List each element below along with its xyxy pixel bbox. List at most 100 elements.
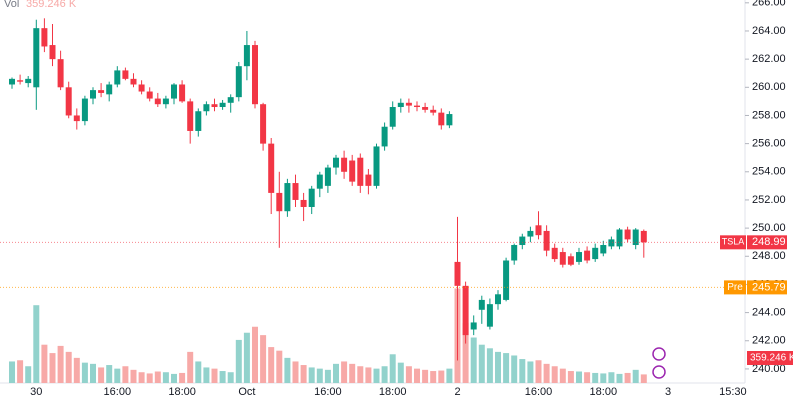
candle-body <box>65 87 72 116</box>
volume-bar <box>195 361 202 383</box>
volume-bar <box>81 362 88 383</box>
premarket-name: Pre <box>727 282 743 293</box>
candle-body <box>559 252 566 265</box>
candle-body <box>373 146 380 186</box>
candle-body <box>454 261 461 286</box>
y-tick-label: 256.00 <box>752 138 786 150</box>
x-tick-label: 2 <box>454 386 460 398</box>
candle-body <box>333 157 339 168</box>
volume-bar <box>260 335 267 383</box>
y-tick-label: 258.00 <box>752 109 786 121</box>
volume-bar <box>316 368 323 383</box>
volume-bar <box>122 366 129 383</box>
x-tick-label: 15:30 <box>719 386 747 398</box>
candle-body <box>138 84 145 92</box>
volume-bar <box>478 344 485 383</box>
event-icon[interactable] <box>652 347 666 361</box>
candle-body <box>503 260 510 300</box>
y-tick-label: 248.00 <box>752 250 786 262</box>
volume-legend-value: 359.246 K <box>26 0 77 10</box>
volume-bar <box>470 337 477 383</box>
candle-body <box>324 167 331 186</box>
candle-body <box>90 90 96 99</box>
candle-body <box>146 91 153 99</box>
candle-body <box>219 102 226 108</box>
candle-body <box>171 84 177 99</box>
volume-bar <box>495 351 501 383</box>
volume-bar <box>511 355 518 383</box>
volume-bar <box>49 353 56 383</box>
volume-bar <box>559 368 566 383</box>
x-tick-label: 30 <box>30 386 42 398</box>
volume-bar <box>519 359 526 383</box>
volume-bar <box>171 373 177 383</box>
candle-body <box>511 245 518 261</box>
volume-bar <box>252 326 258 383</box>
volume-bar <box>90 363 96 383</box>
volume-bar <box>130 369 137 383</box>
volume-bar <box>187 351 194 383</box>
last-price-label: 248.99 <box>752 236 786 248</box>
volume-bar <box>146 373 153 383</box>
volume-bar <box>98 367 105 383</box>
candle-body <box>365 174 372 186</box>
volume-bar <box>341 361 348 383</box>
x-tick-label: 3 <box>665 386 671 398</box>
volume-bar <box>551 366 558 383</box>
candle-body <box>316 174 323 189</box>
candle-body <box>300 199 307 207</box>
x-tick-label: 18:00 <box>168 386 196 398</box>
volume-bar <box>389 354 396 383</box>
volume-bar <box>308 367 315 383</box>
candle-body <box>567 256 574 265</box>
candle-body <box>470 322 477 330</box>
x-tick-label: 16:00 <box>104 386 132 398</box>
candle-body <box>57 59 64 88</box>
volume-bar <box>106 365 113 383</box>
candle-body <box>576 252 582 262</box>
candle-body <box>381 126 388 147</box>
candle-body <box>33 28 40 88</box>
candle-body <box>227 97 234 103</box>
volume-bar <box>446 368 453 383</box>
candle-body <box>397 102 404 108</box>
candle-body <box>341 157 348 172</box>
volume-bar <box>422 369 429 383</box>
volume-bar <box>300 365 307 383</box>
candle-body <box>49 45 56 60</box>
symbol-tag-label: TSLA <box>722 237 745 247</box>
candle-body <box>187 101 194 131</box>
candle-body <box>260 104 267 144</box>
volume-bar <box>203 367 210 383</box>
event-icon[interactable] <box>652 365 666 379</box>
candle-body <box>519 236 526 246</box>
volume-bar <box>292 361 299 383</box>
volume-bar <box>624 372 631 383</box>
candle-body <box>495 294 501 305</box>
y-tick-label: 242.00 <box>752 335 786 347</box>
candle-body <box>130 78 137 85</box>
candle-body <box>284 183 291 212</box>
volume-bar <box>268 347 275 383</box>
y-tick-label: 260.00 <box>752 81 786 93</box>
candle-body <box>486 304 493 327</box>
volume-bar <box>527 361 534 383</box>
candle-body <box>462 285 469 336</box>
volume-bar <box>235 339 242 383</box>
candle-body <box>608 239 615 247</box>
candle-body <box>422 107 429 110</box>
volume-bar <box>535 360 542 383</box>
volume-bar <box>414 368 420 383</box>
y-tick-label: 250.00 <box>752 222 786 234</box>
candle-body <box>414 105 420 108</box>
x-tick-label: Oct <box>238 386 255 398</box>
candle-body <box>640 230 647 243</box>
volume-bar <box>397 362 404 383</box>
y-tick-label: 262.00 <box>752 53 786 65</box>
volume-bar <box>284 357 291 383</box>
candle-body <box>584 250 591 261</box>
candle-body <box>243 45 250 67</box>
candle-body <box>195 111 202 131</box>
symbol-tag <box>720 235 746 250</box>
volume-bar <box>438 370 445 383</box>
